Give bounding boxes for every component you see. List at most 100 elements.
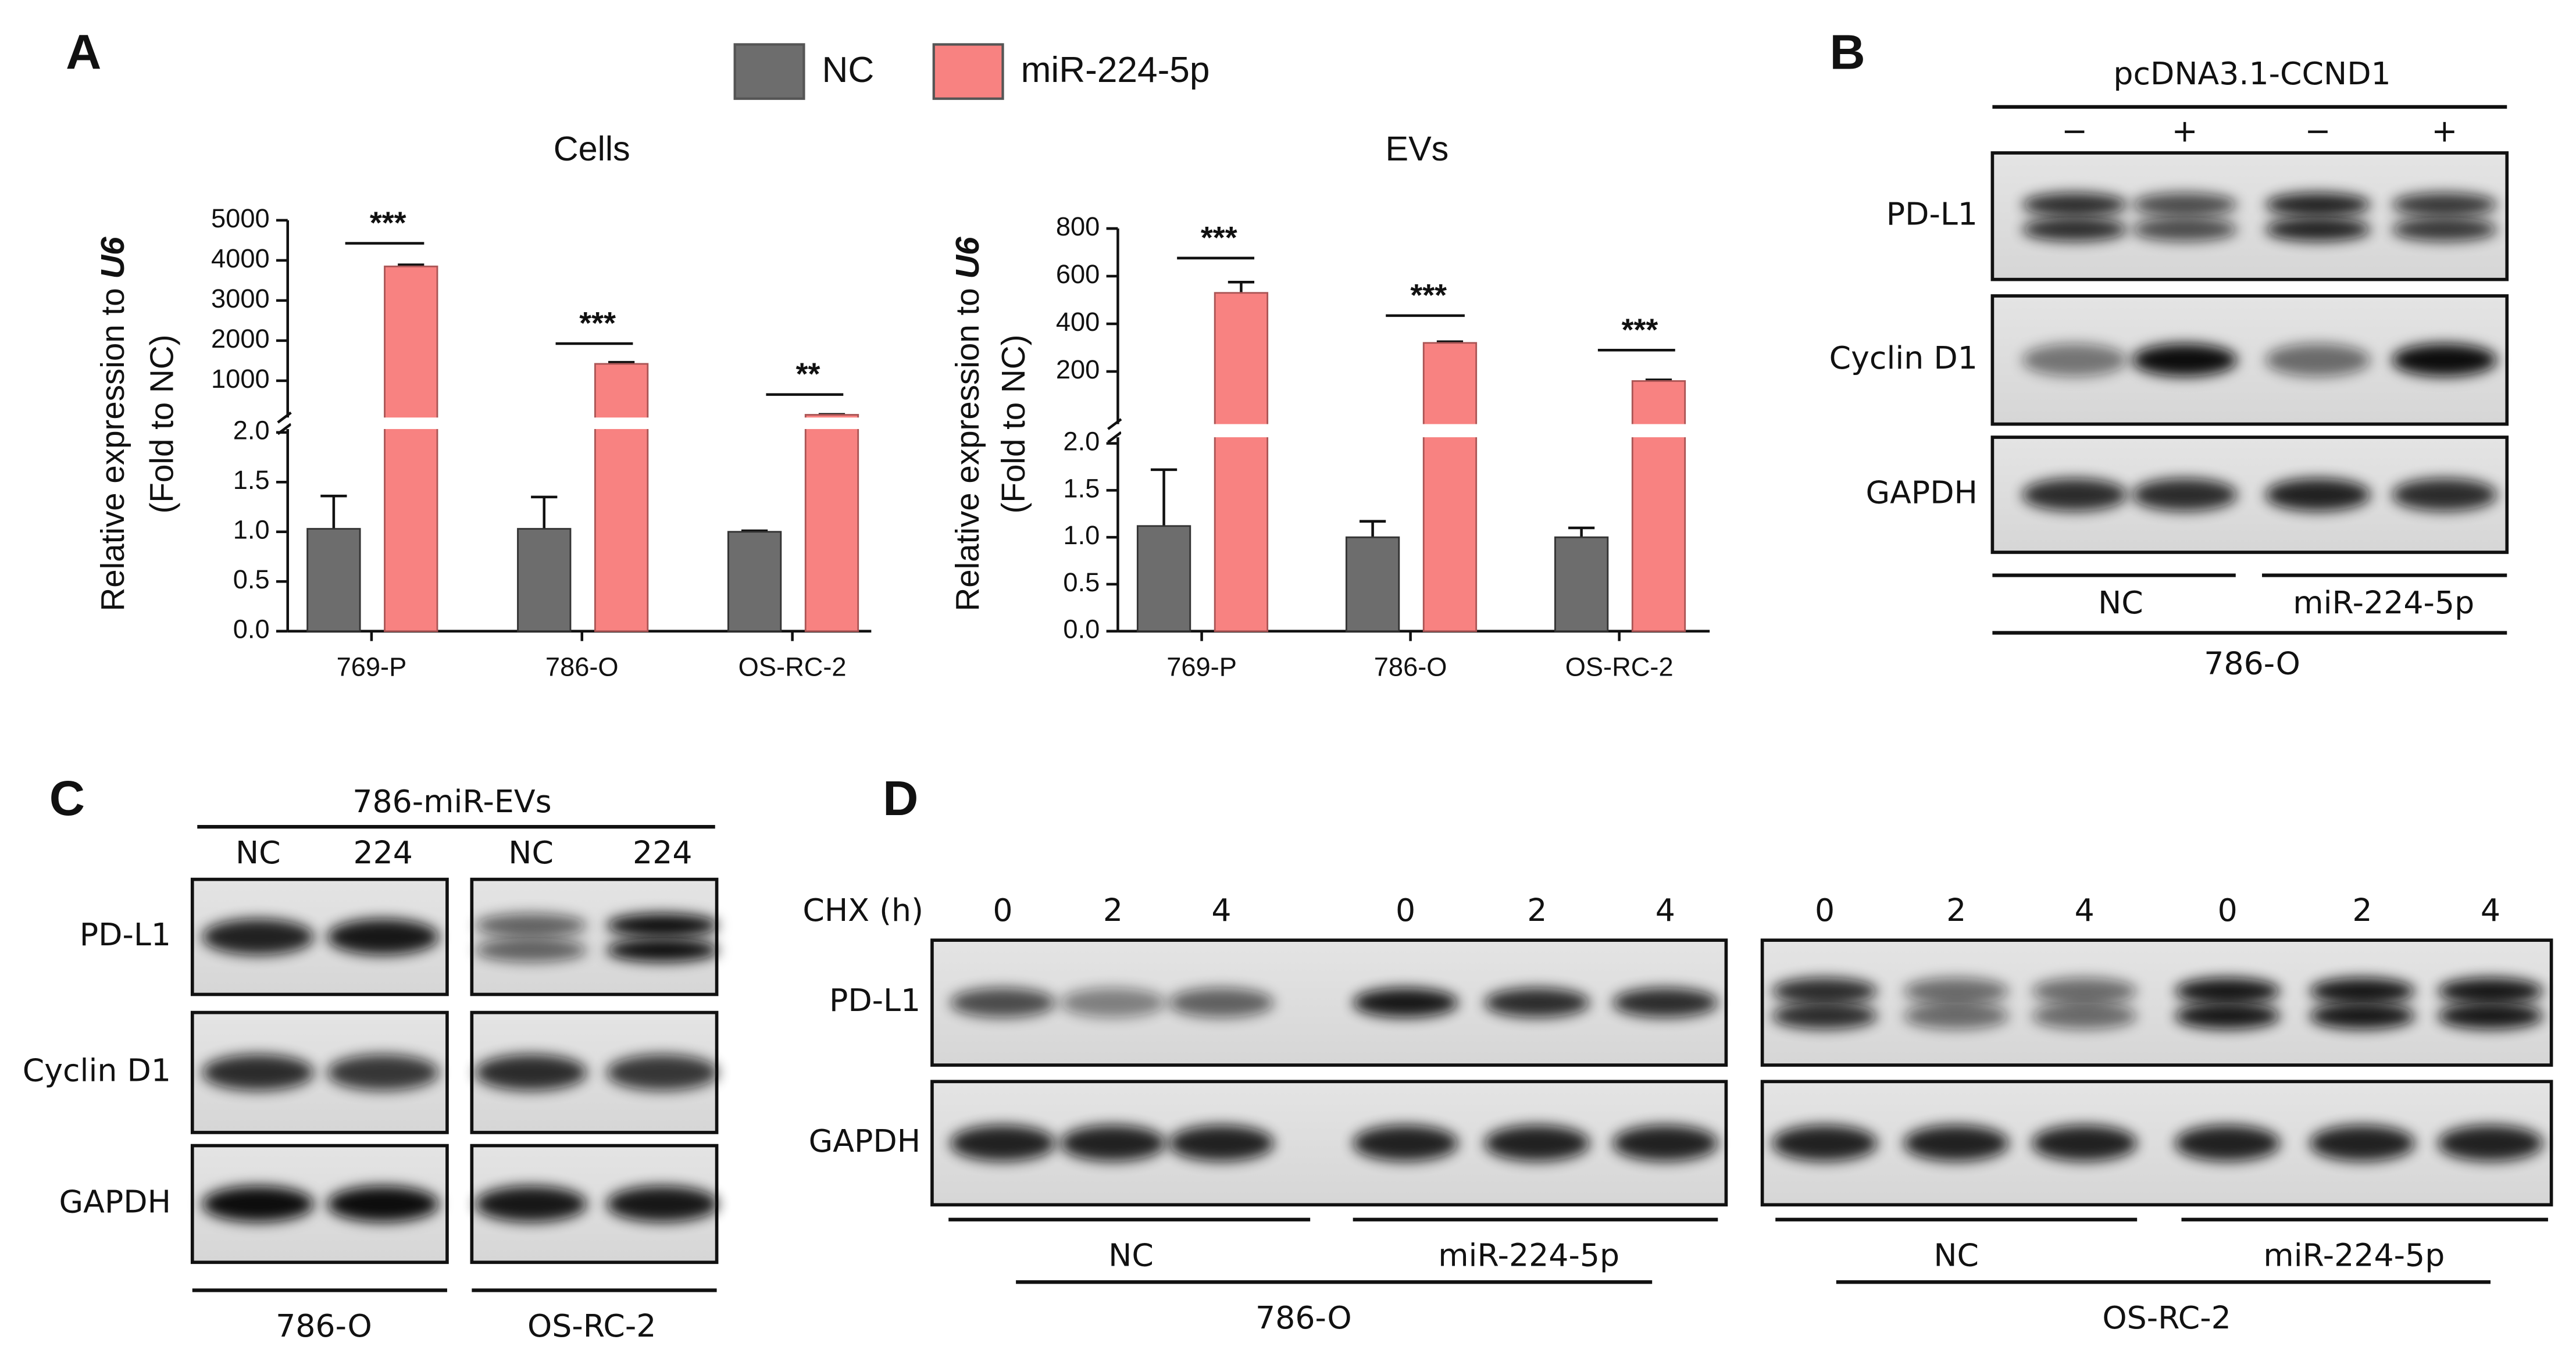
blot-band [1612, 988, 1718, 1018]
blot-label: NC [236, 834, 281, 871]
y-tick-label: 0.5 [233, 565, 270, 594]
blot-label: 786-miR-EVs [352, 783, 551, 820]
bar [1136, 525, 1191, 633]
blot-label: OS-RC-2 [527, 1308, 656, 1344]
significance-label: *** [1622, 312, 1658, 347]
x-tick-label: 769-P [337, 652, 407, 682]
blot-band [1484, 988, 1590, 1018]
bar [1631, 380, 1686, 633]
blot-band [2265, 192, 2371, 217]
blot-label: + [2172, 113, 2198, 149]
blot-band [327, 1054, 439, 1091]
significance-label: *** [370, 206, 406, 241]
blot-label: PD-L1 [829, 982, 920, 1019]
bar [1422, 342, 1478, 633]
bar [1345, 536, 1400, 633]
blot-band [2132, 217, 2238, 242]
blot-label: − [2305, 113, 2331, 149]
blot-label: NC [1933, 1237, 1979, 1273]
bar [1214, 292, 1269, 633]
blot-band [2265, 343, 2371, 377]
blot-band [202, 1185, 314, 1223]
significance-label: *** [1410, 278, 1447, 313]
bar [804, 414, 859, 633]
blot-label: PD-L1 [80, 916, 171, 953]
blot-band [202, 1054, 314, 1091]
y-tick-label: 2.0 [233, 416, 270, 445]
blot-band [606, 1185, 719, 1223]
blot-band [2392, 217, 2497, 242]
blot-band [475, 1185, 587, 1223]
blot-band [1903, 977, 2009, 1005]
blot-band [2392, 478, 2497, 512]
bar [727, 531, 782, 633]
axis-break-gap [1121, 424, 1713, 438]
blot-label: 2 [1946, 892, 1966, 928]
blot-band [1353, 1125, 1458, 1162]
y-tick-label: 2000 [211, 324, 270, 353]
blot-label: 0 [2218, 892, 2238, 928]
blot-band [2032, 1002, 2138, 1030]
charts: NC miR-224-5p Cells Relative expression to … [94, 43, 1713, 682]
blot-label: 786-O [276, 1308, 372, 1344]
blot-label: 224 [353, 834, 413, 871]
y-axis-label: Relative expression to U6 [949, 237, 986, 612]
y-axis-label: (Fold to NC) [995, 335, 1032, 514]
blot-label: 4 [2481, 892, 2500, 928]
blot-band [2022, 217, 2128, 242]
blot-band [1353, 988, 1458, 1018]
significance-label: *** [579, 306, 616, 341]
blot-label: 0 [993, 892, 1012, 928]
blot-band [2265, 478, 2371, 512]
blot-band [2022, 343, 2128, 377]
y-axis-label-gene: U6 [949, 237, 986, 279]
y-tick-label: 4000 [211, 244, 270, 273]
y-tick-label: 1000 [211, 364, 270, 394]
blot-membrane [1760, 1080, 2553, 1207]
significance-label: ** [796, 357, 820, 392]
blot-band [2438, 977, 2543, 1005]
y-tick-label: 5000 [211, 203, 270, 233]
blot-band [2032, 977, 2138, 1005]
panel-letter: D [883, 770, 918, 826]
panel-letter: B [1830, 24, 1865, 80]
x-tick-label: OS-RC-2 [738, 652, 847, 682]
blot-label: miR-224-5p [2263, 1237, 2445, 1273]
y-tick-label: 1.5 [1063, 473, 1100, 503]
blot-band [1060, 1125, 1166, 1162]
significance-label: *** [1201, 220, 1237, 255]
blot-label: 0 [1396, 892, 1415, 928]
blot-band [2175, 1125, 2281, 1162]
bar [306, 528, 361, 633]
blot-label: CHX (h) [802, 892, 923, 928]
bar [1554, 536, 1609, 633]
blot-label: Cyclin D1 [23, 1052, 171, 1088]
blot-band [1772, 1125, 1878, 1162]
blot-band [327, 1185, 439, 1223]
blot-band [606, 1054, 719, 1091]
blot-band [1772, 1002, 1878, 1030]
blot-band [2310, 1125, 2415, 1162]
y-tick-label: 0.0 [1063, 615, 1100, 644]
blot-label: 0 [1815, 892, 1835, 928]
blot-label: 4 [1211, 892, 1231, 928]
x-tick-label: 786-O [1374, 652, 1447, 682]
axis-break [1107, 418, 1122, 430]
blot-membrane [470, 877, 719, 996]
blot-band [1484, 1125, 1590, 1162]
panel-letter: A [66, 24, 101, 80]
y-axis-label: Relative expression to U6 [94, 237, 131, 612]
blot-label: NC [508, 834, 554, 871]
x-tick-label: OS-RC-2 [1565, 652, 1674, 682]
blot-band [2032, 1125, 2138, 1162]
blot-label: Cyclin D1 [1829, 340, 1978, 376]
blot-band [327, 919, 439, 955]
bar [517, 528, 572, 633]
blot-band [1772, 977, 1878, 1005]
y-tick-label: 1.0 [1063, 520, 1100, 550]
axis-break [1107, 431, 1122, 444]
legend-swatch [733, 43, 805, 100]
blot-band [2310, 1002, 2415, 1030]
